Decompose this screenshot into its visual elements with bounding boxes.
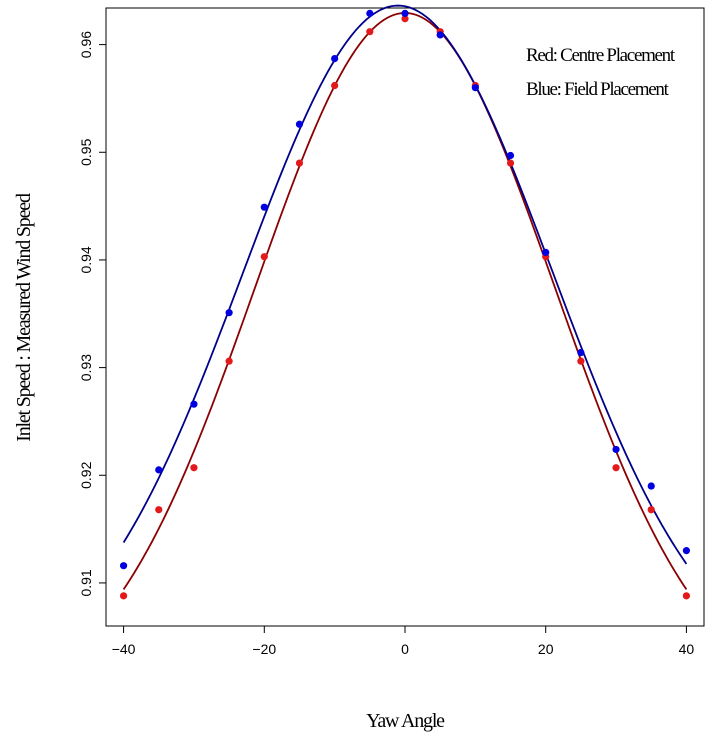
data-point <box>366 28 374 36</box>
y-axis-title: Inlet Speed : Measured Wind Speed <box>13 193 35 442</box>
data-point <box>542 248 550 257</box>
data-point <box>506 151 515 160</box>
plot-frame <box>105 7 705 627</box>
x-axis-title: Yaw Angle <box>366 710 445 732</box>
data-point <box>155 506 163 514</box>
fit-curve-1 <box>122 4 688 565</box>
y-tick-label: 0.92 <box>78 461 94 488</box>
data-point <box>155 466 163 474</box>
data-point <box>190 464 198 472</box>
data-point <box>682 592 691 600</box>
data-point <box>295 159 304 167</box>
data-point <box>190 400 198 408</box>
data-point <box>119 592 128 600</box>
data-point <box>471 84 479 92</box>
data-point <box>225 309 233 317</box>
data-point <box>647 482 655 490</box>
data-point <box>506 159 515 167</box>
data-point <box>577 348 585 357</box>
y-tick-label: 0.91 <box>78 569 94 596</box>
data-point <box>225 357 233 365</box>
data-point <box>612 445 620 454</box>
data-point <box>612 464 620 472</box>
data-points <box>119 9 691 600</box>
y-tick-label: 0.96 <box>78 31 94 58</box>
data-point <box>295 120 304 128</box>
y-tick-label: 0.95 <box>78 138 94 165</box>
data-point <box>331 81 339 90</box>
data-point <box>577 357 585 365</box>
y-tick-label: 0.93 <box>78 354 94 381</box>
data-point <box>260 253 268 261</box>
x-tick-label: 0 <box>401 641 409 657</box>
data-point <box>260 203 268 211</box>
x-tick-label: −20 <box>252 641 276 657</box>
y-axis: 0.91 0.92 0.93 0.94 0.95 0.96 <box>78 31 106 597</box>
x-axis: −40 −20 0 20 40 <box>112 626 695 657</box>
data-point <box>366 9 374 17</box>
data-point <box>647 506 655 514</box>
data-point <box>436 31 444 39</box>
legend-red-label: Red: Centre Placement <box>526 45 676 66</box>
x-tick-label: 20 <box>538 641 554 657</box>
data-point <box>401 9 409 17</box>
data-point <box>119 562 128 570</box>
data-point <box>401 15 409 23</box>
data-point <box>682 547 691 555</box>
x-tick-label: 40 <box>679 641 695 657</box>
y-tick-label: 0.94 <box>78 246 94 273</box>
x-tick-label: −40 <box>112 641 136 657</box>
legend-blue-label: Blue: Field Placement <box>526 79 670 100</box>
data-point <box>331 55 339 63</box>
